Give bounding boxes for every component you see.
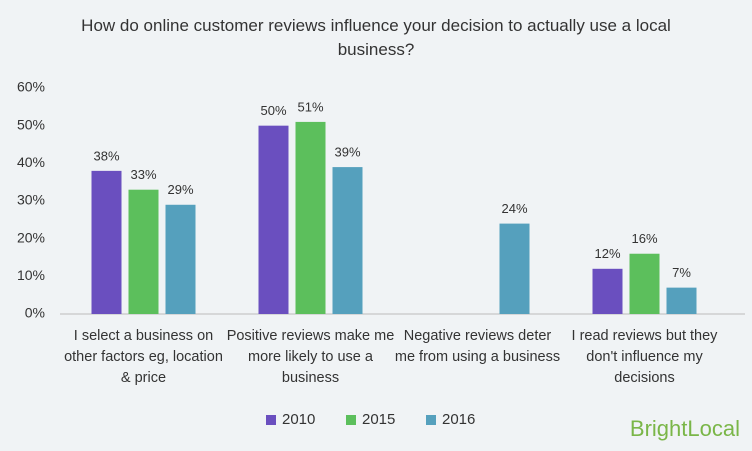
- bar: [332, 167, 363, 314]
- bar: [128, 189, 159, 314]
- legend-swatch: [266, 415, 276, 425]
- data-label: 51%: [297, 99, 323, 114]
- y-tick-label: 10%: [17, 267, 45, 283]
- data-label: 29%: [167, 182, 193, 197]
- bar: [666, 287, 697, 314]
- bar: [165, 204, 196, 314]
- bar: [592, 268, 623, 314]
- legend-swatch: [346, 415, 356, 425]
- legend-label: 2015: [362, 411, 395, 428]
- x-tick-label: Negative reviews deter me from using a b…: [394, 328, 561, 365]
- data-label: 24%: [501, 201, 527, 216]
- y-tick-label: 50%: [17, 116, 45, 132]
- brand-logo: BrightLocal: [630, 416, 740, 441]
- data-label: 16%: [631, 231, 657, 246]
- bar: [499, 223, 530, 314]
- data-label: 50%: [260, 103, 286, 118]
- bar: [91, 170, 122, 314]
- data-label: 38%: [93, 148, 119, 163]
- x-tick-label: I read reviews but they don't influence …: [571, 328, 718, 386]
- y-tick-label: 60%: [17, 79, 45, 95]
- y-tick-label: 0%: [25, 305, 45, 321]
- data-label: 7%: [672, 265, 691, 280]
- data-label: 39%: [334, 145, 360, 160]
- data-label: 33%: [130, 167, 156, 182]
- y-tick-label: 40%: [17, 154, 45, 170]
- bar: [295, 121, 326, 315]
- legend-label: 2016: [442, 411, 475, 428]
- y-tick-label: 30%: [17, 192, 45, 208]
- x-tick-label: I select a business on other factors eg,…: [64, 328, 223, 386]
- bar: [258, 125, 289, 315]
- y-tick-label: 20%: [17, 229, 45, 245]
- legend-swatch: [426, 415, 436, 425]
- bar: [629, 253, 660, 314]
- data-label: 12%: [594, 246, 620, 261]
- legend-label: 2010: [282, 411, 315, 428]
- x-tick-label: Positive reviews make me more likely to …: [226, 328, 395, 386]
- chart-title: How do online customer reviews influence…: [81, 16, 671, 59]
